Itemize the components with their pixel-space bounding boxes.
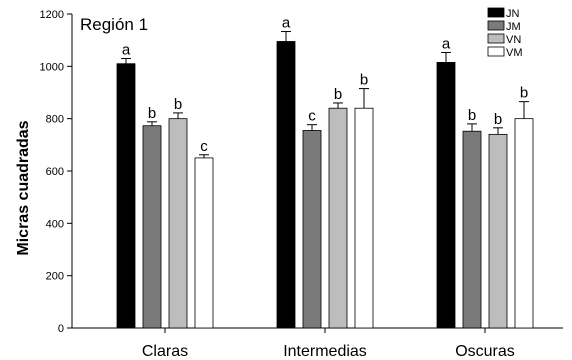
region-annotation: Región 1 xyxy=(80,15,148,34)
y-tick-label: 1000 xyxy=(40,61,64,73)
bar-VN-Claras xyxy=(168,118,188,329)
bar-VN-Oscuras xyxy=(488,133,508,329)
legend-swatch-JN xyxy=(487,7,505,18)
category-label-claras: Claras xyxy=(142,343,188,360)
bar-VN-Intermedias xyxy=(328,107,348,329)
significance-letter: b xyxy=(468,107,476,124)
y-tick-label: 1200 xyxy=(40,9,64,21)
y-tick-label: 800 xyxy=(46,114,64,126)
significance-letter: b xyxy=(174,96,182,113)
bar-JN-Claras xyxy=(116,63,136,329)
significance-letter: b xyxy=(148,105,156,122)
bar-JM-Intermedias xyxy=(302,130,322,329)
y-tick-label: 400 xyxy=(46,218,64,230)
legend-swatch-VN xyxy=(487,33,505,44)
significance-letter: b xyxy=(520,85,528,102)
labels: a b b c Claras a c b b Intermedias a b b b Oscuras xyxy=(122,15,528,360)
legend-label-VM: VM xyxy=(506,47,523,59)
significance-letter: b xyxy=(334,86,342,103)
legend-label-JM: JM xyxy=(506,21,521,33)
bar-VM-Oscuras xyxy=(514,118,534,329)
bar-JM-Claras xyxy=(142,125,162,329)
legend-swatch-VM xyxy=(487,46,505,57)
significance-letter: b xyxy=(360,72,368,89)
category-label-oscuras: Oscuras xyxy=(455,343,515,360)
bar-VM-Intermedias xyxy=(354,107,374,329)
legend-swatch-JM xyxy=(487,20,505,31)
category-label-intermedias: Intermedias xyxy=(283,343,367,360)
y-axis-label: Micras cuadradas xyxy=(15,120,32,255)
bar-VM-Claras xyxy=(194,157,214,329)
bar-JN-Oscuras xyxy=(436,62,456,329)
significance-letter: a xyxy=(442,35,451,52)
significance-letter: c xyxy=(308,108,316,125)
bar-JM-Oscuras xyxy=(462,130,482,329)
bars xyxy=(116,31,534,329)
y-tick-label: 200 xyxy=(46,271,64,283)
y-tick-label: 600 xyxy=(46,166,64,178)
significance-letter: b xyxy=(494,111,502,128)
legend-label-VN: VN xyxy=(506,34,521,46)
significance-letter: c xyxy=(200,138,208,155)
significance-letter: a xyxy=(122,41,131,58)
y-tick-label: 0 xyxy=(58,323,64,335)
legend-label-JN: JN xyxy=(506,8,520,20)
significance-letter: a xyxy=(282,15,291,32)
bar-JN-Intermedias xyxy=(276,41,296,329)
